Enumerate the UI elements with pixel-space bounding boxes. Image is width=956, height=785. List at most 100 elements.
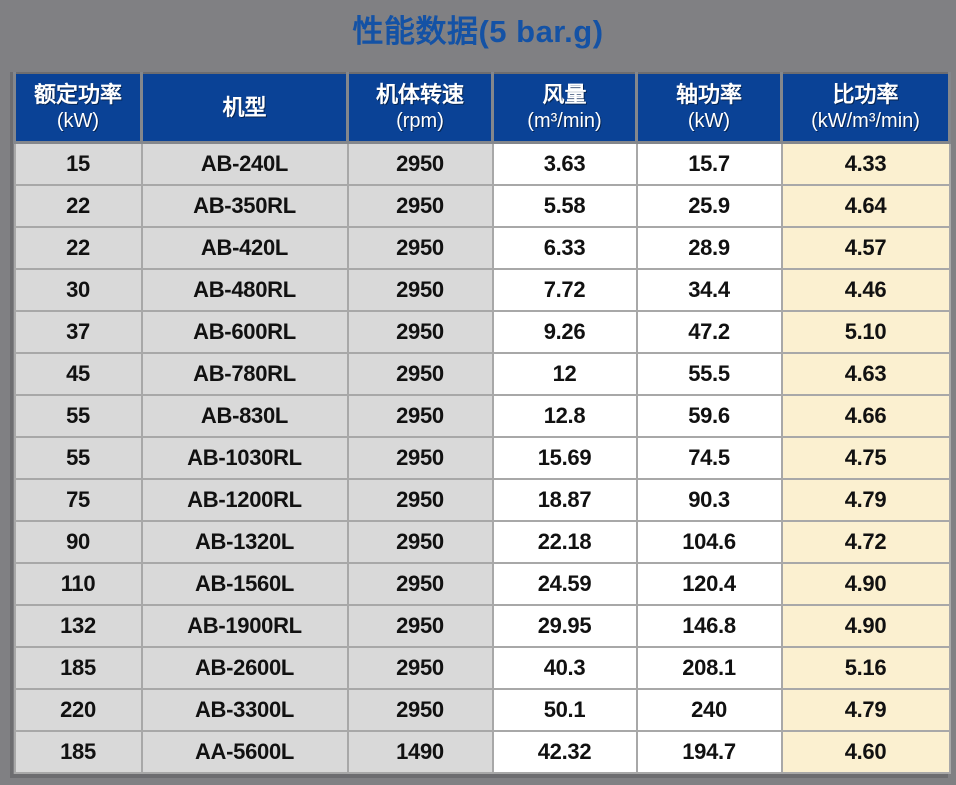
cell-rated-power: 90	[13, 520, 143, 564]
cell-model: AB-2600L	[140, 646, 349, 690]
cell-model: AB-830L	[140, 394, 349, 438]
cell-model: AB-240L	[140, 141, 349, 186]
cell-speed: 2950	[346, 141, 494, 186]
cell-speed: 2950	[346, 268, 494, 312]
cell-shaft-power: 34.4	[635, 268, 783, 312]
table-row: 22 AB-350RL 2950 5.58 25.9 4.64	[13, 184, 951, 228]
cell-air-flow: 50.1	[491, 688, 638, 732]
cell-speed: 2950	[346, 352, 494, 396]
cell-model: AB-1560L	[140, 562, 349, 606]
cell-speed: 1490	[346, 730, 494, 774]
page-title: 性能数据(5 bar.g)	[352, 14, 604, 49]
cell-shaft-power: 28.9	[635, 226, 783, 270]
cell-specific-power: 4.64	[780, 184, 951, 228]
table-row: 22 AB-420L 2950 6.33 28.9 4.57	[13, 226, 951, 270]
table-row: 75 AB-1200RL 2950 18.87 90.3 4.79	[13, 478, 951, 522]
cell-specific-power: 4.46	[780, 268, 951, 312]
cell-rated-power: 15	[13, 141, 143, 186]
cell-air-flow: 12	[491, 352, 638, 396]
cell-shaft-power: 25.9	[635, 184, 783, 228]
cell-air-flow: 15.69	[491, 436, 638, 480]
cell-model: AB-420L	[140, 226, 349, 270]
cell-shaft-power: 90.3	[635, 478, 783, 522]
cell-speed: 2950	[346, 688, 494, 732]
cell-specific-power: 4.79	[780, 688, 951, 732]
cell-speed: 2950	[346, 478, 494, 522]
table-row: 37 AB-600RL 2950 9.26 47.2 5.10	[13, 310, 951, 354]
cell-air-flow: 29.95	[491, 604, 638, 648]
cell-shaft-power: 208.1	[635, 646, 783, 690]
cell-speed: 2950	[346, 184, 494, 228]
cell-rated-power: 55	[13, 436, 143, 480]
table-body: 15 AB-240L 2950 3.63 15.7 4.33 22 AB-350RL 2950 5…	[13, 141, 951, 774]
table-row: 45 AB-780RL 2950 12 55.5 4.63	[13, 352, 951, 396]
cell-shaft-power: 146.8	[635, 604, 783, 648]
cell-air-flow: 5.58	[491, 184, 638, 228]
cell-specific-power: 4.90	[780, 562, 951, 606]
table-row: 30 AB-480RL 2950 7.72 34.4 4.46	[13, 268, 951, 312]
cell-rated-power: 45	[13, 352, 143, 396]
cell-shaft-power: 15.7	[635, 141, 783, 186]
cell-specific-power: 4.75	[780, 436, 951, 480]
column-header-specific-power: 比功率 (kW/m³/min)	[780, 72, 951, 144]
cell-model: AB-1320L	[140, 520, 349, 564]
cell-air-flow: 42.32	[491, 730, 638, 774]
cell-specific-power: 4.60	[780, 730, 951, 774]
cell-shaft-power: 240	[635, 688, 783, 732]
cell-air-flow: 12.8	[491, 394, 638, 438]
cell-specific-power: 4.72	[780, 520, 951, 564]
cell-speed: 2950	[346, 604, 494, 648]
cell-model: AB-350RL	[140, 184, 349, 228]
cell-specific-power: 4.63	[780, 352, 951, 396]
cell-shaft-power: 194.7	[635, 730, 783, 774]
cell-rated-power: 75	[13, 478, 143, 522]
table-row: 185 AA-5600L 1490 42.32 194.7 4.60	[13, 730, 951, 774]
cell-specific-power: 4.90	[780, 604, 951, 648]
table-row: 55 AB-830L 2950 12.8 59.6 4.66	[13, 394, 951, 438]
table-row: 55 AB-1030RL 2950 15.69 74.5 4.75	[13, 436, 951, 480]
cell-specific-power: 5.16	[780, 646, 951, 690]
cell-model: AB-3300L	[140, 688, 349, 732]
cell-rated-power: 37	[13, 310, 143, 354]
cell-model: AB-600RL	[140, 310, 349, 354]
cell-speed: 2950	[346, 646, 494, 690]
column-header-speed: 机体转速 (rpm)	[346, 72, 494, 144]
cell-speed: 2950	[346, 436, 494, 480]
performance-table-container: 额定功率 (kW) 机型 机体转速 (rpm) 风量 (m³/min) 轴功率 (kW) 比功率(…	[10, 72, 951, 778]
cell-specific-power: 4.33	[780, 141, 951, 186]
cell-air-flow: 18.87	[491, 478, 638, 522]
cell-speed: 2950	[346, 394, 494, 438]
cell-speed: 2950	[346, 562, 494, 606]
table-row: 185 AB-2600L 2950 40.3 208.1 5.16	[13, 646, 951, 690]
cell-air-flow: 7.72	[491, 268, 638, 312]
cell-shaft-power: 104.6	[635, 520, 783, 564]
table-row: 110 AB-1560L 2950 24.59 120.4 4.90	[13, 562, 951, 606]
cell-model: AB-1900RL	[140, 604, 349, 648]
cell-air-flow: 24.59	[491, 562, 638, 606]
cell-air-flow: 22.18	[491, 520, 638, 564]
cell-shaft-power: 74.5	[635, 436, 783, 480]
column-header-rated-power: 额定功率 (kW)	[13, 72, 143, 144]
cell-rated-power: 220	[13, 688, 143, 732]
header-row: 额定功率 (kW) 机型 机体转速 (rpm) 风量 (m³/min) 轴功率 (kW) 比功率(…	[13, 72, 951, 144]
cell-rated-power: 22	[13, 226, 143, 270]
cell-rated-power: 185	[13, 646, 143, 690]
cell-rated-power: 110	[13, 562, 143, 606]
cell-shaft-power: 55.5	[635, 352, 783, 396]
cell-speed: 2950	[346, 520, 494, 564]
table-row: 90 AB-1320L 2950 22.18 104.6 4.72	[13, 520, 951, 564]
column-header-model: 机型	[140, 72, 349, 144]
cell-shaft-power: 47.2	[635, 310, 783, 354]
cell-air-flow: 6.33	[491, 226, 638, 270]
column-header-air-flow: 风量 (m³/min)	[491, 72, 638, 144]
cell-model: AB-780RL	[140, 352, 349, 396]
performance-table: 额定功率 (kW) 机型 机体转速 (rpm) 风量 (m³/min) 轴功率 (kW) 比功率(…	[13, 72, 951, 774]
column-header-shaft-power: 轴功率 (kW)	[635, 72, 783, 144]
cell-specific-power: 4.57	[780, 226, 951, 270]
cell-speed: 2950	[346, 226, 494, 270]
cell-model: AB-1030RL	[140, 436, 349, 480]
cell-speed: 2950	[346, 310, 494, 354]
cell-air-flow: 40.3	[491, 646, 638, 690]
cell-shaft-power: 59.6	[635, 394, 783, 438]
